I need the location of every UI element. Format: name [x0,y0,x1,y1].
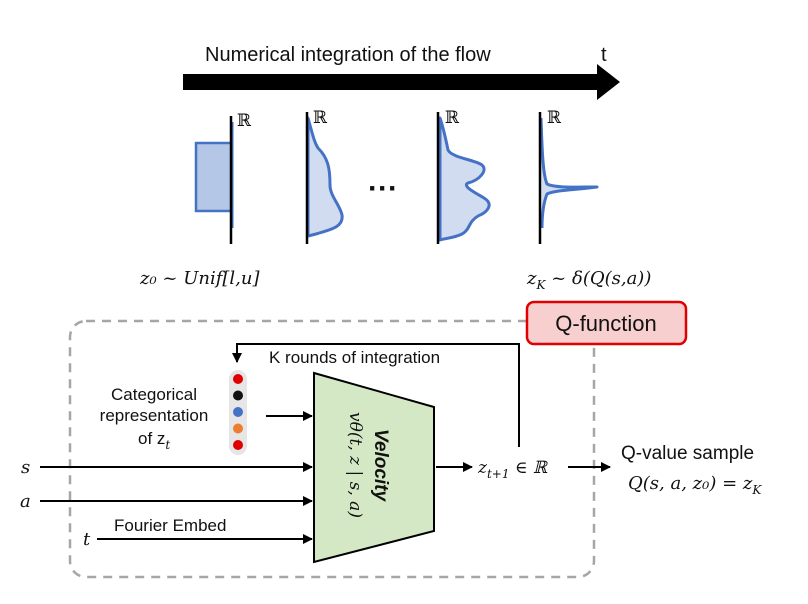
real-axis-label-2: ℝ [313,108,328,128]
z0-label: z₀ ~ Unif[l,u] [139,268,261,289]
q-value-sample-formula: Q(s, a, z₀) = zK [628,473,762,497]
uniform-distribution [194,116,234,244]
real-axis-label-3: ℝ [445,108,460,128]
velocity-network [313,371,435,564]
category-dot [233,374,243,384]
real-axis-label-4: ℝ [547,108,562,128]
time-arrow [183,64,620,100]
velocity-formula: vθ(t, z | s, a) [345,412,365,518]
category-dot [233,407,243,417]
time-label: t [601,44,607,66]
velocity-title: Velocity [370,429,391,503]
integration-loop-arrow [232,343,520,447]
q-network-dashed-frame [68,319,596,579]
input-a: a [20,491,31,512]
delta-distribution [538,112,599,244]
categorical-label-line1: Categorical [111,385,197,404]
q-function-badge: Q-function [525,300,688,346]
zk-label: zK ~ δ(Q(s,a)) [526,268,651,292]
categorical-label-line3: of zt [138,429,170,452]
category-dot [233,423,243,434]
z-next-label: zt+1 ∈ ℝ [477,458,549,481]
q-value-sample-title: Q-value sample [621,443,754,464]
categorical-vector [229,370,247,455]
intermediate-distribution-2 [436,112,491,244]
category-dot [233,390,243,401]
fourier-embed-label: Fourier Embed [114,516,226,535]
input-s: s [21,457,30,478]
intermediate-distribution-1 [305,112,344,244]
q-function-label: Q-function [555,311,657,336]
categorical-label-line2: representation [100,406,209,425]
integration-loop-label: K rounds of integration [269,348,440,367]
input-t: t [83,529,91,550]
real-axis-label-1: ℝ [237,111,252,131]
category-dot [233,440,243,450]
flow-title: Numerical integration of the flow [205,44,491,66]
ellipsis: ··· [368,172,398,205]
